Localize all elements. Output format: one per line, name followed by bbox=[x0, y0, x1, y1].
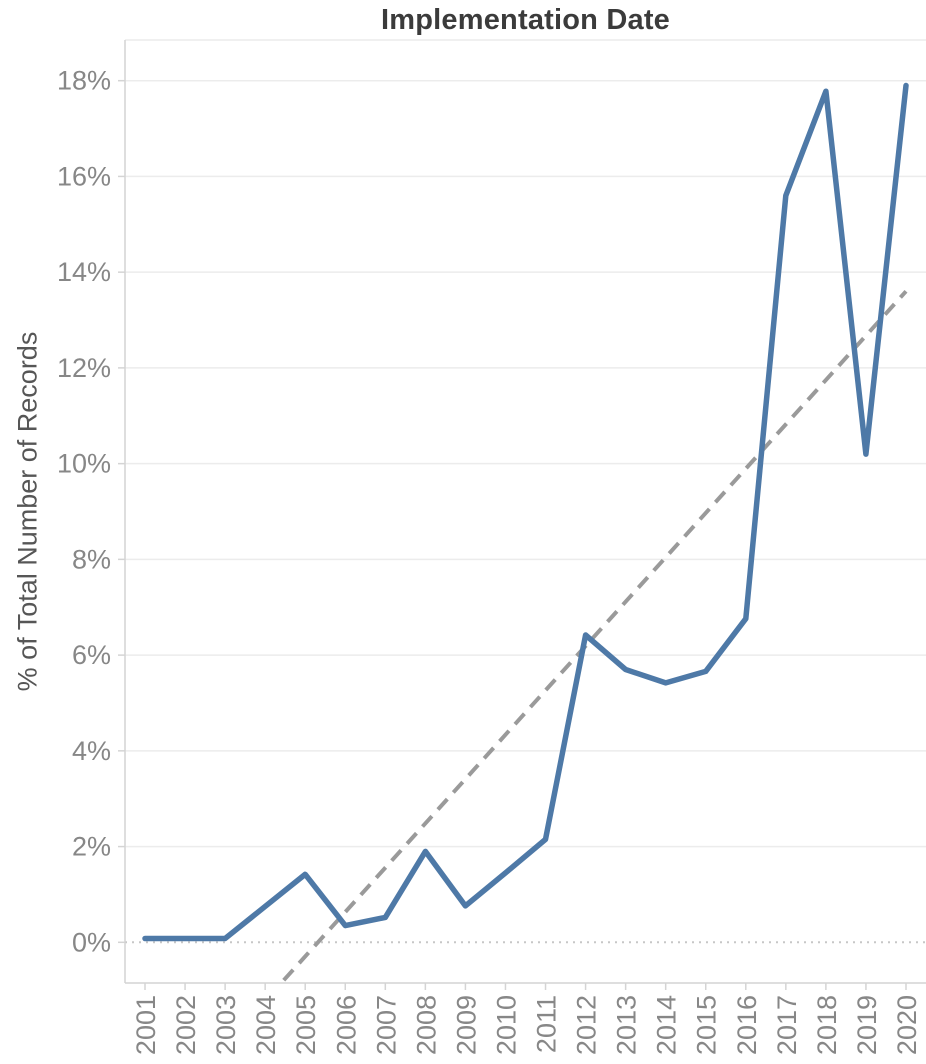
y-axis-title: % of Total Number of Records bbox=[12, 331, 43, 692]
x-tick-label: 2006 bbox=[331, 995, 361, 1055]
x-tick-label: 2011 bbox=[532, 995, 562, 1053]
y-tick-label: 16% bbox=[57, 161, 111, 191]
x-tick-label: 2019 bbox=[852, 995, 882, 1055]
x-tick-label: 2008 bbox=[411, 995, 441, 1055]
y-tick-label: 12% bbox=[57, 353, 111, 383]
y-tick-label: 18% bbox=[57, 66, 111, 96]
y-tick-label: 0% bbox=[72, 927, 111, 957]
x-tick-label: 2014 bbox=[652, 995, 682, 1055]
x-tick-label: 2009 bbox=[451, 995, 481, 1055]
y-tick-label: 6% bbox=[72, 640, 111, 670]
y-tick-label: 4% bbox=[72, 736, 111, 766]
y-axis-title-container: % of Total Number of Records bbox=[2, 40, 54, 983]
x-tick-label: 2017 bbox=[772, 995, 802, 1055]
x-tick-label: 2005 bbox=[291, 995, 321, 1055]
x-tick-label: 2015 bbox=[692, 995, 722, 1055]
y-tick-label: 10% bbox=[57, 449, 111, 479]
chart-title: Implementation Date bbox=[380, 4, 670, 36]
y-tick-label: 2% bbox=[72, 832, 111, 862]
y-tick-label: 14% bbox=[57, 257, 111, 287]
x-tick-label: 2013 bbox=[612, 995, 642, 1055]
x-tick-label: 2003 bbox=[211, 995, 241, 1055]
x-tick-label: 2002 bbox=[171, 995, 201, 1055]
x-tick-label: 2018 bbox=[812, 995, 842, 1055]
x-tick-label: 2012 bbox=[572, 995, 602, 1055]
x-tick-label: 2010 bbox=[491, 995, 521, 1055]
trend-line bbox=[278, 289, 908, 983]
x-tick-label: 2004 bbox=[251, 995, 281, 1055]
x-tick-label: 2020 bbox=[892, 995, 922, 1055]
x-tick-label: 2001 bbox=[131, 995, 161, 1055]
x-tick-label: 2007 bbox=[371, 995, 401, 1055]
y-tick-label: 8% bbox=[72, 544, 111, 574]
data-line bbox=[142, 82, 909, 942]
x-tick-label: 2016 bbox=[732, 995, 762, 1055]
